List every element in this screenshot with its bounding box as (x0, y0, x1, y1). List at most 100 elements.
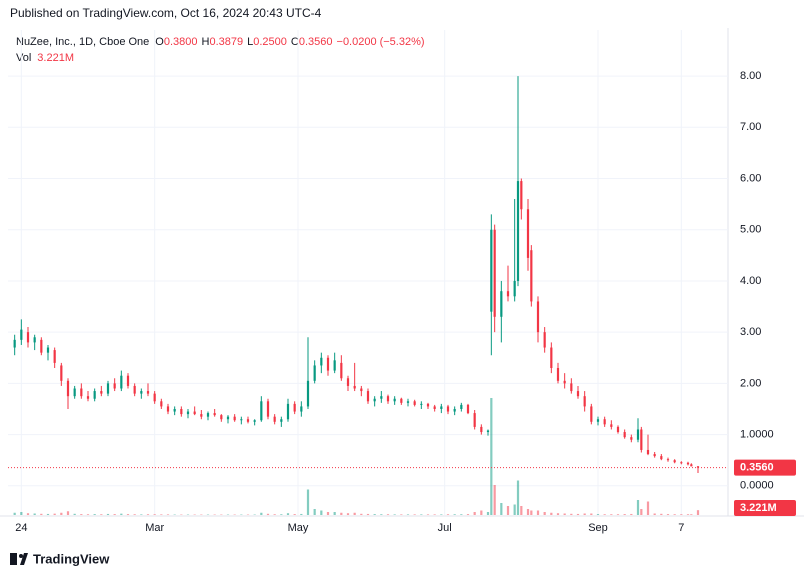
candle-body (446, 406, 450, 412)
volume-bar (440, 514, 443, 515)
volume-bar (326, 512, 330, 515)
volume-bar (653, 513, 656, 515)
candle-body (616, 426, 620, 433)
volume-bar (113, 514, 116, 515)
candle-body (280, 419, 283, 422)
volume-bar (26, 513, 30, 515)
candle-body (220, 415, 223, 420)
candle-body (146, 391, 150, 394)
candle-body (240, 419, 243, 421)
candle-body (20, 329, 23, 340)
candle-body (360, 388, 363, 392)
candle-body (686, 462, 690, 465)
volume-bar (660, 513, 663, 515)
volume-bar (126, 514, 130, 515)
y-tick-label: 2.00 (740, 377, 761, 389)
x-tick-label: Jul (438, 522, 452, 534)
volume-bar (636, 500, 640, 515)
volume-bar (353, 512, 356, 515)
volume-bar (570, 513, 573, 515)
candle-body (386, 396, 390, 402)
candle-body (556, 368, 560, 381)
volume-bar (516, 480, 520, 515)
candle-body (80, 388, 83, 397)
candle-body (86, 396, 90, 399)
candle-body (60, 365, 63, 381)
candle-body (40, 339, 43, 353)
vol-value: 3.221M (37, 52, 74, 64)
ohlc-key: O (155, 36, 164, 48)
volume-bar (300, 513, 303, 515)
candle-body (473, 413, 476, 427)
candle-body (526, 209, 530, 258)
volume-bar (576, 513, 580, 515)
candle-body (500, 291, 503, 317)
volume-bar (460, 514, 463, 515)
candle-body (353, 385, 356, 389)
candle-body (106, 383, 110, 394)
candle-body (680, 462, 683, 464)
candle-body (603, 419, 606, 425)
brand: TradingView (33, 551, 110, 566)
volume-bar (33, 513, 36, 515)
volume-bar (690, 514, 693, 515)
volume-bar (273, 514, 276, 515)
symbol-legend: NuZee, Inc., 1D, Cboe One O0.3800 H0.3879 L… (16, 36, 425, 48)
volume-bar (646, 501, 650, 515)
candle-body (660, 456, 663, 460)
volume-bar (630, 513, 633, 515)
candle-body (516, 181, 520, 281)
y-tick-label: 8.00 (740, 70, 761, 82)
candle-body (166, 406, 170, 412)
candle-body (373, 398, 376, 402)
volume-bar (73, 513, 76, 515)
candle-body (570, 383, 573, 392)
candle-body (506, 291, 510, 297)
candle-body (140, 391, 143, 394)
volume-bar (686, 514, 690, 515)
volume-bar (453, 514, 456, 515)
candle-body (550, 347, 553, 369)
candle-body (226, 416, 230, 420)
candle-body (326, 357, 330, 371)
volume-bar (603, 514, 606, 515)
candle-body (126, 375, 130, 386)
volume-bar (286, 513, 290, 515)
volume-bar (360, 513, 363, 515)
volume-bar (550, 512, 553, 515)
candle-body (640, 429, 643, 450)
candle-body (406, 401, 410, 403)
candle-body (100, 391, 103, 394)
candle-body (253, 420, 256, 422)
volume-bar (100, 514, 103, 515)
volume-bar (493, 485, 496, 515)
x-tick-label: May (288, 522, 309, 534)
candle-body (460, 404, 463, 409)
x-tick-label: 24 (15, 522, 27, 534)
candle-body (490, 229, 493, 312)
candle-body (623, 432, 626, 438)
volume-bar (583, 513, 586, 515)
candle-body (193, 411, 196, 415)
candle-body (200, 414, 203, 417)
volume-bar (433, 514, 436, 515)
candle-body (120, 375, 123, 389)
volume-legend: Vol 3.221M (16, 52, 74, 64)
volume-bar (340, 512, 343, 515)
volume-bar (46, 513, 50, 515)
candle-body (520, 181, 523, 210)
volume-bar (13, 512, 16, 515)
candle-body (46, 347, 50, 353)
ohlc-key: L (247, 36, 253, 48)
candle-body (543, 332, 546, 348)
candle-body (33, 337, 36, 343)
volume-bar (513, 504, 516, 515)
volume-bar (160, 514, 163, 515)
candle-body (180, 408, 183, 415)
last-volume-label: 3.221M (740, 502, 777, 514)
y-tick-label: 6.00 (740, 172, 761, 184)
candle-body (536, 301, 540, 333)
volume-bar (556, 513, 560, 515)
volume-bar (133, 514, 136, 515)
